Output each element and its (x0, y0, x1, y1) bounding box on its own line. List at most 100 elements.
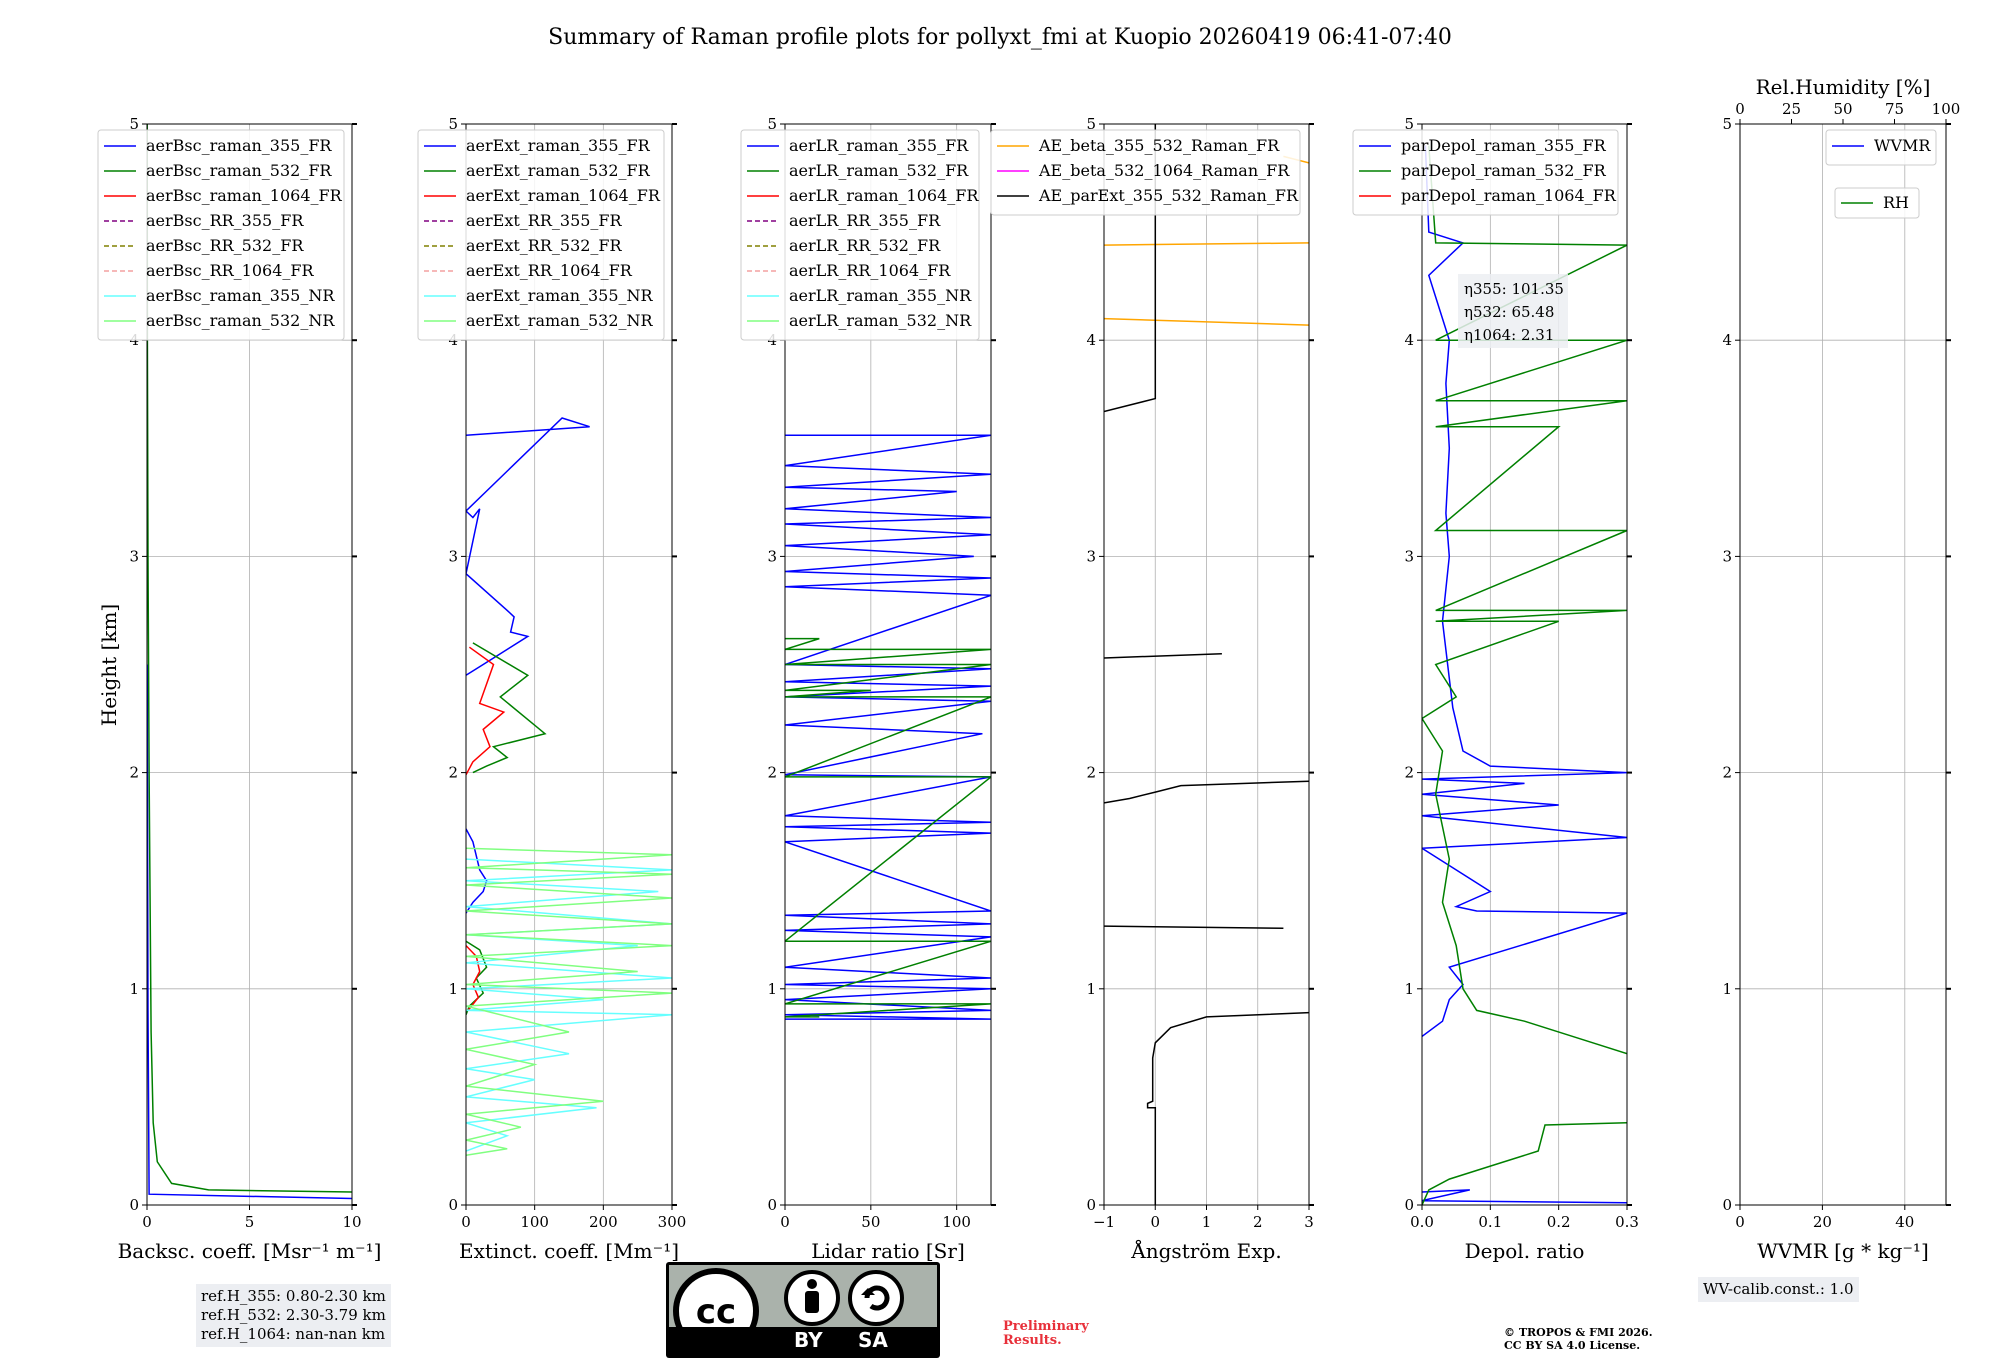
series-line-AE_parExt_355_532_Raman_FR (1104, 124, 1157, 413)
series-group-angstrom (1104, 124, 1309, 1205)
y-tick-label: 5 (1404, 115, 1414, 133)
legend-entry: aerExt_RR_1064_FR (466, 261, 633, 280)
legend-box (97, 129, 345, 341)
legend-entry: parDepol_raman_355_FR (1401, 136, 1607, 155)
y-tick-label: 2 (448, 764, 458, 782)
legend-entry: AE_beta_532_1064_Raman_FR (1038, 161, 1290, 180)
top-x-axis-label: Rel.Humidity [%] (1756, 75, 1931, 99)
y-tick-label: 5 (448, 115, 458, 133)
x-tick-label: 0 (1735, 1213, 1745, 1231)
legend-angstrom: AE_beta_355_532_Raman_FR AE_beta_532_1064… (990, 129, 1301, 216)
legend-entry: aerExt_raman_532_NR (466, 311, 654, 330)
depol-eta-annotation: η355: 101.35 η532: 65.48 η1064: 2.31 (1458, 274, 1568, 348)
axes-frame-humidity (1739, 123, 1947, 1206)
legend-entry: aerLR_raman_355_FR (789, 136, 969, 155)
x-tick-label: 100 (520, 1213, 549, 1231)
y-axis-label: Height [km] (97, 604, 121, 726)
ref-heights-box: ref.H_355: 0.80-2.30 km ref.H_532: 2.30-… (196, 1284, 391, 1347)
cc-license-badge: cc BY SA (666, 1262, 940, 1358)
x-tick-label: 0.3 (1615, 1213, 1639, 1231)
series-line-AE_beta_355_532_Raman_FR (1104, 242, 1309, 246)
series-line-aerExt_raman_1064_FR (466, 646, 506, 776)
legend-entry: WVMR (1874, 136, 1931, 155)
legend-entry: parDepol_raman_532_FR (1401, 161, 1607, 180)
legend-entry: aerLR_raman_532_NR (789, 311, 972, 330)
legend-backscatter: aerBsc_raman_355_FR aerBsc_raman_532_FRae… (97, 129, 345, 341)
annotation-box (1458, 274, 1568, 348)
series-line-parDepol_raman_355_FR_low (1422, 1189, 1627, 1204)
y-tick-label: 3 (1404, 547, 1414, 565)
legend-entry: aerBsc_RR_1064_FR (146, 261, 315, 280)
x-axis-label-depol: Depol. ratio (1465, 1239, 1585, 1263)
chart-panel-lidar_ratio: 050100012345Lidar ratio [Sr]aerLR_raman_… (740, 115, 996, 1263)
series-line-AE_parExt_355_532_Raman_FR_4 (1104, 925, 1284, 930)
legend-entry: aerLR_raman_532_FR (789, 161, 969, 180)
x-tick-label: 5 (245, 1213, 255, 1231)
x-axis-label-extinction: Extinct. coeff. [Mm⁻¹] (459, 1239, 679, 1263)
ref-height-532: ref.H_532: 2.30-3.79 km (201, 1306, 386, 1324)
series-line-aerExt_raman_355_FR (466, 417, 590, 676)
y-tick-label: 5 (767, 115, 777, 133)
y-tick-label: 0 (1404, 1196, 1414, 1214)
y-tick-label: 1 (1404, 980, 1414, 998)
top-x-tick-label: 0 (1735, 100, 1745, 118)
axes-frame-extinction (465, 123, 673, 1206)
y-tick-label: 5 (1086, 115, 1096, 133)
legend-entry: aerExt_raman_1064_FR (466, 186, 661, 205)
x-tick-label: 0.0 (1410, 1213, 1434, 1231)
eta-label: η1064: 2.31 (1464, 326, 1554, 344)
series-group-depol (1422, 145, 1627, 1205)
series-line-aerExt_raman_532_FR (472, 642, 547, 774)
y-tick-label: 1 (1086, 980, 1096, 998)
legend-box (1352, 129, 1619, 216)
x-tick-label: 0.2 (1547, 1213, 1571, 1231)
x-tick-label: 0 (780, 1213, 790, 1231)
preliminary-note: Preliminary Results. (1003, 1319, 1089, 1348)
x-tick-label: 50 (861, 1213, 880, 1231)
grid-angstrom (1103, 123, 1310, 1206)
legend2-humidity: RH (1834, 187, 1920, 219)
legend-entry: AE_beta_355_532_Raman_FR (1038, 136, 1280, 155)
legend-entry: aerExt_raman_355_FR (466, 136, 651, 155)
y-tick-label: 1 (448, 980, 458, 998)
x-axis-label-humidity: WVMR [g * kg⁻¹] (1757, 1239, 1929, 1263)
series-line-aerLR_raman_355_FR (785, 434, 991, 1020)
series-line-AE_parExt_355_532_Raman_FR_3 (1104, 780, 1309, 804)
y-tick-label: 0 (1086, 1196, 1096, 1214)
sa-share-alike-icon (848, 1270, 904, 1326)
y-tick-label: 5 (1722, 115, 1732, 133)
top-x-tick-label: 100 (1932, 100, 1961, 118)
legend-box (1825, 129, 1937, 166)
legend-entry: aerExt_raman_532_FR (466, 161, 651, 180)
legend-entry: aerBsc_raman_532_NR (146, 311, 335, 330)
x-tick-label: 10 (342, 1213, 361, 1231)
y-tick-label: 0 (1722, 1196, 1732, 1214)
x-tick-label: 0 (142, 1213, 152, 1231)
y-tick-label: 0 (129, 1196, 139, 1214)
figure-title: Summary of Raman profile plots for polly… (548, 25, 1452, 50)
grid-humidity (1739, 123, 1946, 1206)
ref-height-1064: ref.H_1064: nan-nan km (201, 1325, 386, 1343)
y-tick-label: 2 (1086, 764, 1096, 782)
legend-box (990, 129, 1301, 216)
cc-sa-label: SA (858, 1328, 888, 1352)
chart-panel-depol: 0.0 0.1 0.2 0.3 0 1 2 3 4 5 Depol. ratio parDepol_r… (1352, 115, 1639, 1263)
series-line-AE_parExt_355_532_Raman_FR_2 (1104, 652, 1222, 659)
top-x-tick-label: 75 (1885, 100, 1904, 118)
copyright-note: © TROPOS & FMI 2026. CC BY SA 4.0 Licens… (1504, 1326, 1653, 1352)
y-tick-label: 2 (129, 764, 139, 782)
legend-box (417, 129, 665, 341)
legend-depol: parDepol_raman_355_FR parDepol_raman_532_… (1352, 129, 1619, 216)
y-tick-label: 1 (767, 980, 777, 998)
legend-entry: aerBsc_raman_355_NR (146, 286, 335, 305)
series-line-AE_parExt_355_532_Raman_FR_5 (1146, 1011, 1309, 1205)
legend-entry: aerBsc_raman_355_FR (146, 136, 332, 155)
y-tick-label: 0 (767, 1196, 777, 1214)
y-tick-label: 4 (1722, 331, 1732, 349)
legend-entry: aerBsc_RR_532_FR (146, 236, 304, 255)
cc-logo-text: cc (696, 1292, 736, 1327)
series-line-parDepol_raman_532_FR (1422, 145, 1627, 1055)
x-tick-label: 2 (1253, 1213, 1263, 1231)
y-tick-label: 4 (1404, 331, 1414, 349)
legend-entry: aerLR_raman_355_NR (789, 286, 972, 305)
